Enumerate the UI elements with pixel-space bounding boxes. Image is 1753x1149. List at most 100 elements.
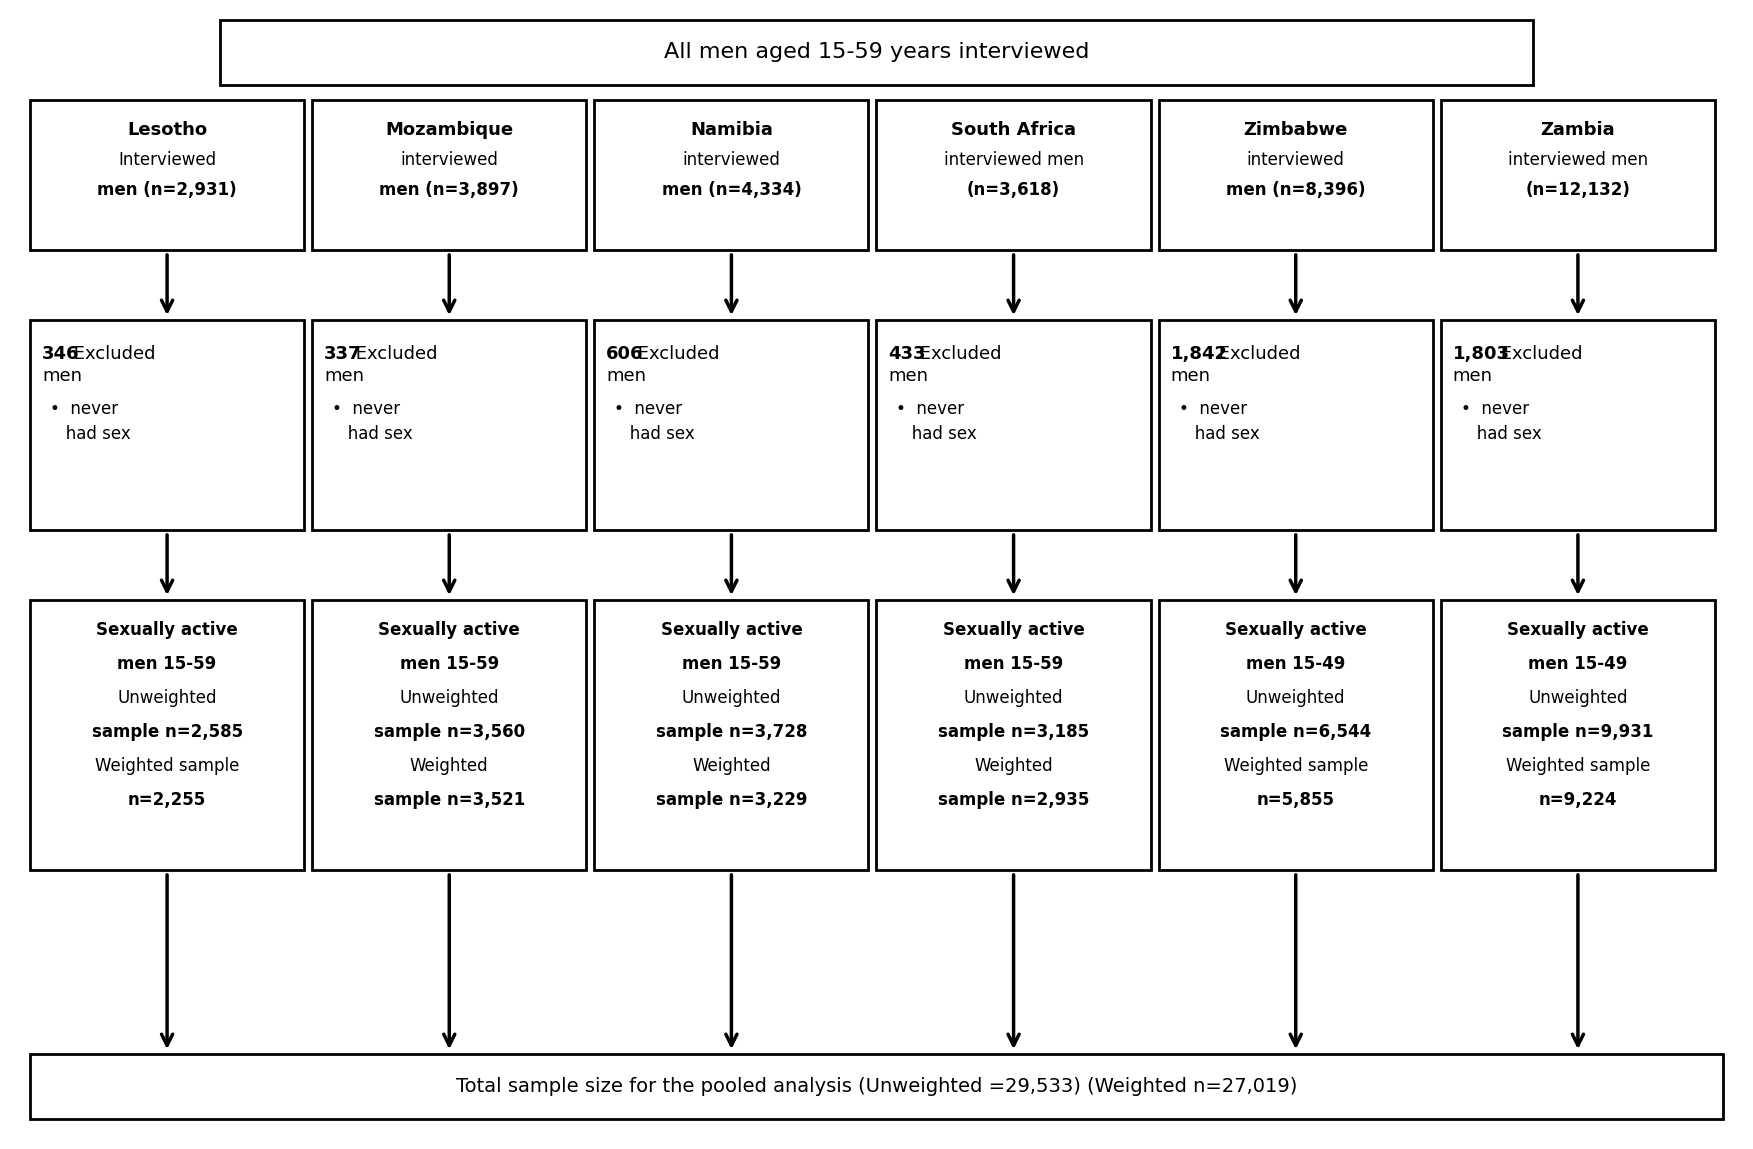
FancyBboxPatch shape — [1159, 100, 1432, 250]
Text: Unweighted: Unweighted — [964, 689, 1064, 707]
Text: men: men — [607, 367, 647, 385]
Text: Sexually active: Sexually active — [96, 620, 238, 639]
Text: Zambia: Zambia — [1541, 121, 1615, 139]
Text: South Africa: South Africa — [952, 121, 1076, 139]
Text: Interviewed: Interviewed — [117, 151, 216, 169]
Text: had sex: had sex — [1178, 425, 1259, 444]
Text: n=9,224: n=9,224 — [1539, 791, 1618, 809]
FancyBboxPatch shape — [1441, 100, 1714, 250]
Text: Unweighted: Unweighted — [1246, 689, 1346, 707]
FancyBboxPatch shape — [219, 20, 1534, 85]
Text: Weighted: Weighted — [975, 757, 1054, 774]
Text: Lesotho: Lesotho — [126, 121, 207, 139]
FancyBboxPatch shape — [594, 321, 868, 530]
Text: (n=12,132): (n=12,132) — [1525, 182, 1630, 199]
Text: sample n=6,544: sample n=6,544 — [1220, 723, 1371, 741]
Text: sample n=3,728: sample n=3,728 — [656, 723, 806, 741]
Text: had sex: had sex — [614, 425, 696, 444]
Text: interviewed: interviewed — [682, 151, 780, 169]
Text: Weighted: Weighted — [692, 757, 771, 774]
Text: men 15-59: men 15-59 — [400, 655, 500, 673]
Text: 433: 433 — [889, 345, 926, 363]
Text: Excluded: Excluded — [349, 345, 436, 363]
Text: sample n=2,585: sample n=2,585 — [91, 723, 242, 741]
FancyBboxPatch shape — [30, 100, 305, 250]
Text: Sexually active: Sexually active — [1225, 620, 1367, 639]
Text: interviewed: interviewed — [1246, 151, 1345, 169]
Text: •  never: • never — [331, 400, 400, 418]
Text: 1,842: 1,842 — [1171, 345, 1227, 363]
Text: •  never: • never — [51, 400, 117, 418]
Text: Weighted sample: Weighted sample — [1506, 757, 1650, 774]
Text: Total sample size for the pooled analysis (Unweighted =29,533) (Weighted n=27,01: Total sample size for the pooled analysi… — [456, 1077, 1297, 1096]
Text: Sexually active: Sexually active — [379, 620, 521, 639]
Text: Excluded: Excluded — [913, 345, 1001, 363]
Text: men: men — [889, 367, 929, 385]
FancyBboxPatch shape — [1159, 321, 1432, 530]
Text: 1,803: 1,803 — [1453, 345, 1509, 363]
Text: men 15-59: men 15-59 — [964, 655, 1064, 673]
Text: men (n=4,334): men (n=4,334) — [661, 182, 801, 199]
FancyBboxPatch shape — [594, 100, 868, 250]
Text: Namibia: Namibia — [691, 121, 773, 139]
Text: n=2,255: n=2,255 — [128, 791, 207, 809]
Text: 606: 606 — [607, 345, 643, 363]
Text: interviewed men: interviewed men — [1508, 151, 1648, 169]
Text: men (n=3,897): men (n=3,897) — [379, 182, 519, 199]
Text: had sex: had sex — [331, 425, 414, 444]
Text: men: men — [324, 367, 365, 385]
Text: (n=3,618): (n=3,618) — [968, 182, 1061, 199]
Text: Excluded: Excluded — [1495, 345, 1583, 363]
FancyBboxPatch shape — [30, 321, 305, 530]
FancyBboxPatch shape — [876, 321, 1150, 530]
Text: Excluded: Excluded — [1213, 345, 1301, 363]
Text: sample n=3,185: sample n=3,185 — [938, 723, 1089, 741]
Text: •  never: • never — [1460, 400, 1529, 418]
Text: men: men — [1171, 367, 1211, 385]
Text: Zimbabwe: Zimbabwe — [1243, 121, 1348, 139]
Text: sample n=3,560: sample n=3,560 — [373, 723, 524, 741]
Text: had sex: had sex — [1460, 425, 1541, 444]
Text: had sex: had sex — [896, 425, 976, 444]
Text: Mozambique: Mozambique — [386, 121, 514, 139]
FancyBboxPatch shape — [876, 600, 1150, 870]
Text: interviewed: interviewed — [400, 151, 498, 169]
Text: interviewed men: interviewed men — [943, 151, 1083, 169]
Text: men (n=8,396): men (n=8,396) — [1225, 182, 1366, 199]
FancyBboxPatch shape — [30, 1054, 1723, 1119]
Text: sample n=3,521: sample n=3,521 — [373, 791, 524, 809]
FancyBboxPatch shape — [312, 100, 586, 250]
Text: n=5,855: n=5,855 — [1257, 791, 1334, 809]
Text: Weighted sample: Weighted sample — [95, 757, 238, 774]
FancyBboxPatch shape — [876, 100, 1150, 250]
Text: Excluded: Excluded — [68, 345, 154, 363]
Text: sample n=3,229: sample n=3,229 — [656, 791, 806, 809]
Text: men (n=2,931): men (n=2,931) — [96, 182, 237, 199]
Text: Excluded: Excluded — [631, 345, 719, 363]
Text: men 15-49: men 15-49 — [1529, 655, 1627, 673]
FancyBboxPatch shape — [1441, 600, 1714, 870]
FancyBboxPatch shape — [312, 321, 586, 530]
Text: Sexually active: Sexually active — [943, 620, 1085, 639]
Text: Weighted: Weighted — [410, 757, 489, 774]
Text: Unweighted: Unweighted — [682, 689, 782, 707]
FancyBboxPatch shape — [1441, 321, 1714, 530]
Text: 337: 337 — [324, 345, 361, 363]
Text: Unweighted: Unweighted — [400, 689, 500, 707]
FancyBboxPatch shape — [594, 600, 868, 870]
Text: 346: 346 — [42, 345, 79, 363]
Text: Sexually active: Sexually active — [661, 620, 803, 639]
Text: men 15-49: men 15-49 — [1246, 655, 1346, 673]
Text: All men aged 15-59 years interviewed: All men aged 15-59 years interviewed — [664, 43, 1089, 62]
Text: had sex: had sex — [51, 425, 131, 444]
Text: men 15-59: men 15-59 — [117, 655, 217, 673]
Text: sample n=2,935: sample n=2,935 — [938, 791, 1089, 809]
Text: men: men — [42, 367, 82, 385]
Text: Unweighted: Unweighted — [117, 689, 217, 707]
Text: •  never: • never — [896, 400, 964, 418]
FancyBboxPatch shape — [1159, 600, 1432, 870]
Text: sample n=9,931: sample n=9,931 — [1502, 723, 1653, 741]
Text: Unweighted: Unweighted — [1529, 689, 1629, 707]
FancyBboxPatch shape — [312, 600, 586, 870]
Text: •  never: • never — [1178, 400, 1246, 418]
